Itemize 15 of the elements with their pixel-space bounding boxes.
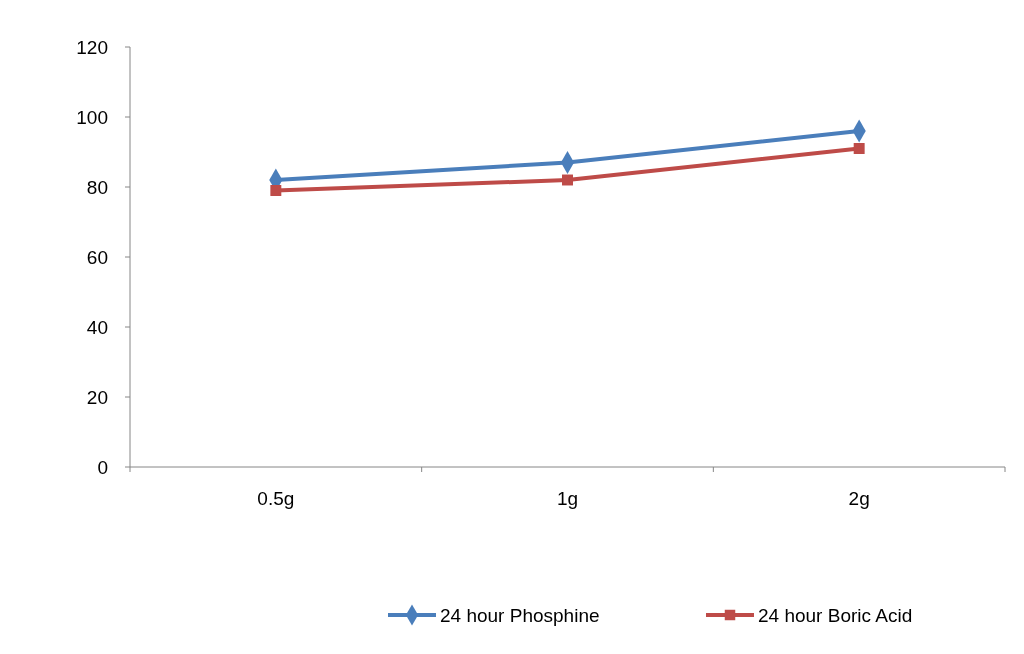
x-tick-label: 1g [556, 488, 579, 509]
y-tick-label: 120 [76, 36, 108, 58]
x-tick-label: 0.5g [257, 488, 295, 509]
x-tick-label: 2g [848, 488, 870, 509]
y-tick-label: 0 [97, 456, 108, 478]
y-tick-label: 40 [86, 316, 108, 338]
y-tick-label: 80 [86, 176, 108, 198]
point [853, 143, 865, 154]
point [562, 174, 573, 186]
legend-label: 24 hour Phosphine [440, 604, 600, 626]
y-tick-label: 100 [76, 106, 108, 128]
legend-label: 24 hour Boric Acid [758, 604, 913, 626]
y-tick-label: 20 [86, 386, 108, 408]
y-tick-label: 60 [86, 246, 108, 268]
point [270, 185, 282, 196]
